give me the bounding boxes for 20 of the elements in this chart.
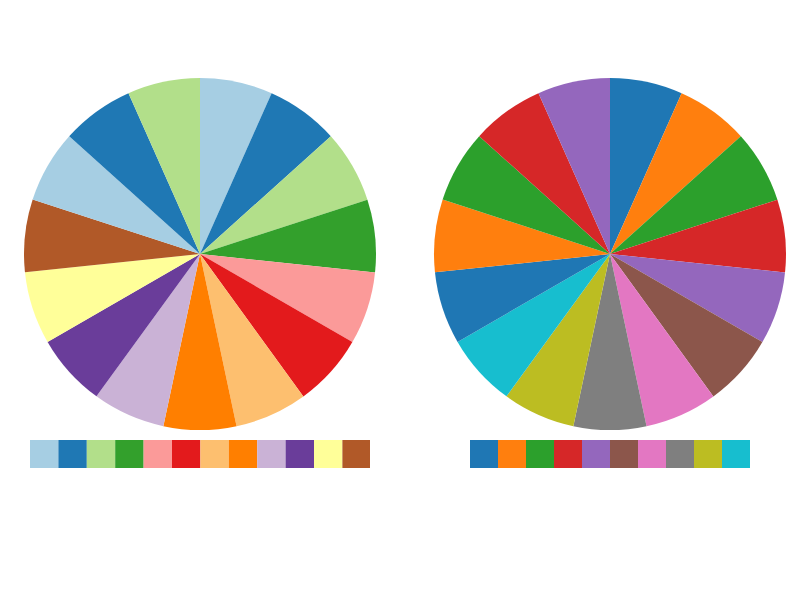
pie-slice (610, 136, 778, 254)
pie-slice (610, 254, 763, 397)
pie-slice (573, 254, 647, 430)
pie-slice (442, 136, 610, 254)
pie-slice (96, 254, 200, 427)
pie-slice (24, 199, 200, 273)
pie-slice (24, 254, 200, 342)
pie-slice (457, 254, 610, 397)
pie-slice (434, 254, 610, 342)
pie-slice (47, 254, 200, 397)
pie-slice (610, 254, 786, 343)
pie-slice (610, 78, 682, 254)
pie-slice (163, 254, 237, 430)
pie-slice (610, 254, 714, 427)
pie-slice (538, 78, 610, 254)
pie-slice (506, 254, 610, 427)
pie-slice (200, 254, 376, 343)
pie-slice (200, 199, 376, 273)
pie-slice (200, 254, 353, 397)
pie-slice (200, 254, 304, 427)
